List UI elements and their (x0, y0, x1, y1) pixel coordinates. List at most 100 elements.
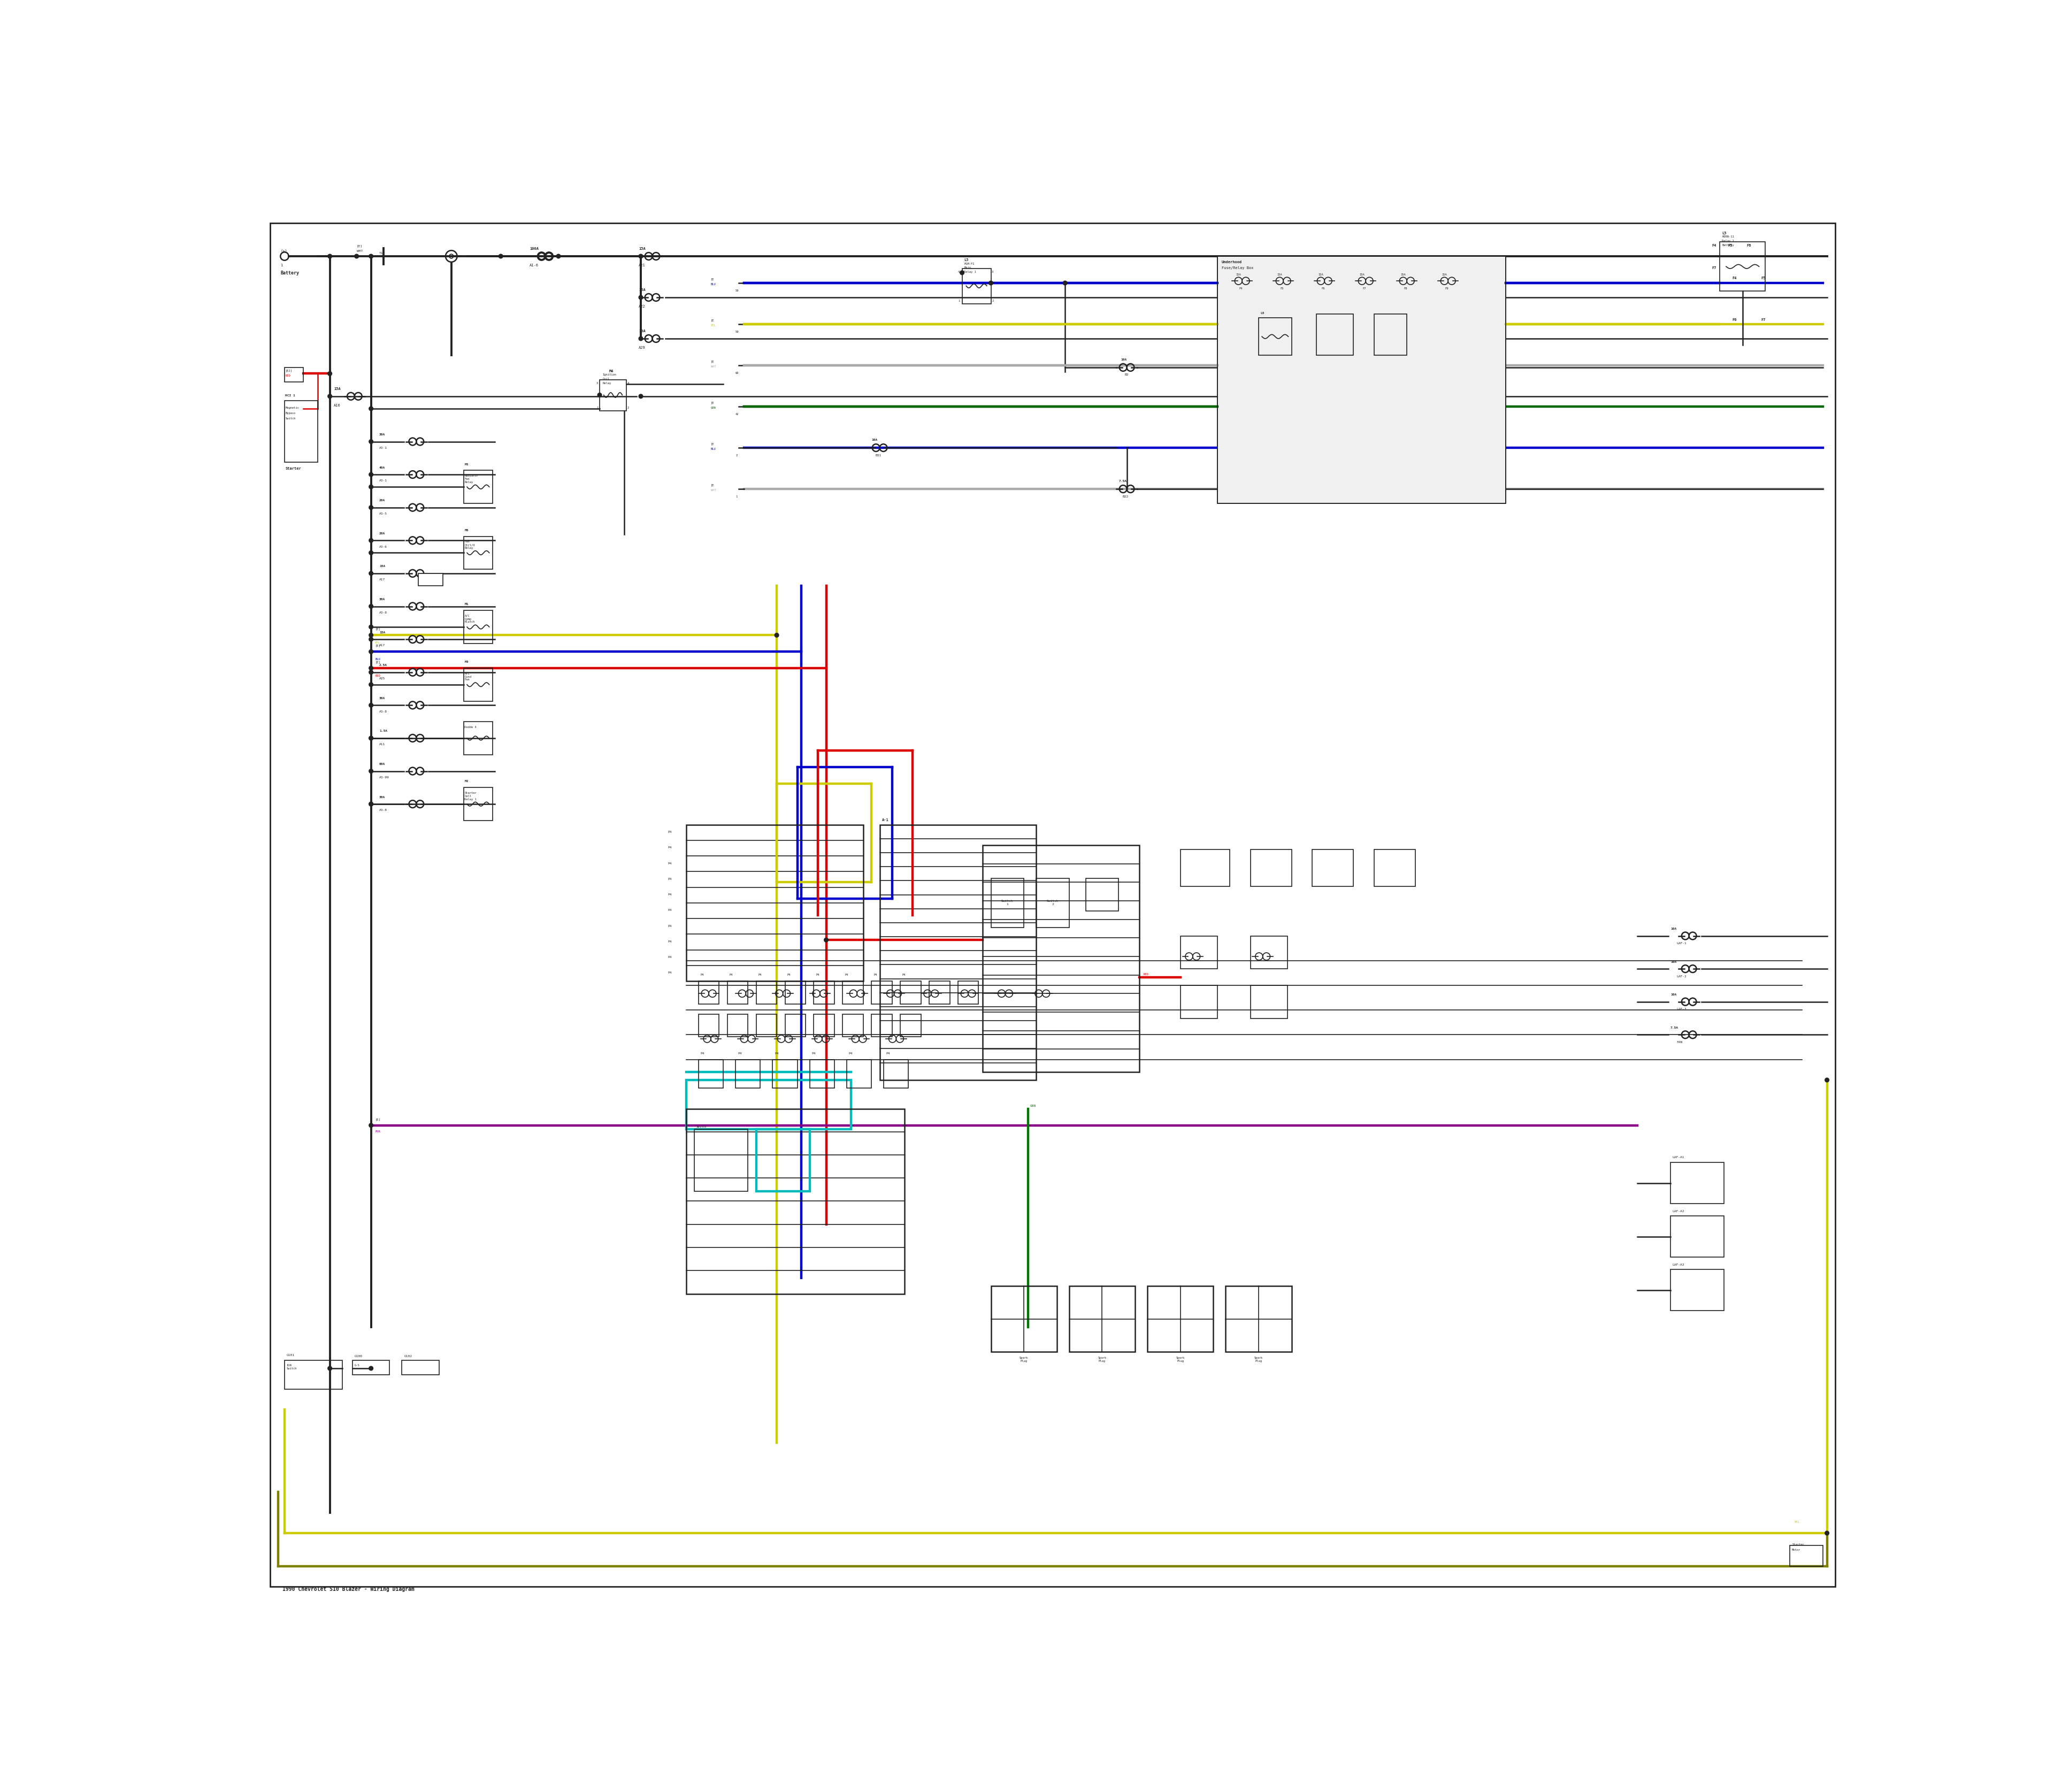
Circle shape (370, 604, 374, 609)
Bar (727, 1014, 748, 1038)
Circle shape (329, 254, 333, 258)
Circle shape (370, 649, 374, 654)
Text: F7: F7 (1362, 287, 1366, 290)
Text: F5: F5 (1760, 276, 1766, 280)
Bar (756, 1014, 776, 1038)
Circle shape (370, 407, 374, 410)
Bar (1317, 314, 1354, 355)
Text: P4: P4 (758, 973, 762, 977)
Text: M4: M4 (608, 369, 614, 373)
Text: FAN: FAN (1676, 1041, 1682, 1043)
Text: YEL: YEL (711, 324, 717, 326)
Text: LAF-3: LAF-3 (1676, 1007, 1686, 1011)
Bar (871, 1014, 891, 1038)
Text: Main: Main (963, 267, 972, 269)
Circle shape (1824, 1530, 1828, 1536)
Text: A25: A25 (380, 677, 386, 679)
Text: A16: A16 (335, 403, 341, 407)
Text: 10A: 10A (1670, 993, 1676, 996)
Circle shape (824, 937, 828, 943)
Bar (464, 668, 493, 701)
Text: M3: M3 (464, 661, 468, 663)
Text: P4: P4 (668, 862, 672, 866)
Bar (1374, 849, 1415, 887)
Text: P4: P4 (668, 878, 672, 880)
Text: Starter: Starter (286, 468, 302, 470)
Bar (900, 1014, 920, 1038)
Text: 15A: 15A (335, 387, 341, 391)
Circle shape (370, 702, 374, 708)
Text: A29: A29 (639, 346, 645, 349)
Text: Spark
Plug: Spark Plug (1177, 1357, 1185, 1362)
Bar (842, 982, 863, 1004)
Text: Relay: Relay (602, 382, 612, 385)
Bar (464, 471, 493, 504)
Bar (686, 1109, 904, 1294)
Bar (286, 367, 304, 382)
Circle shape (370, 439, 374, 444)
Text: P4: P4 (668, 846, 672, 849)
Circle shape (370, 667, 374, 670)
Text: 20A: 20A (380, 500, 386, 502)
Circle shape (1064, 281, 1068, 285)
Bar (727, 982, 748, 1004)
Circle shape (639, 296, 643, 299)
Text: P4: P4 (844, 973, 848, 977)
Text: 1990 Chevrolet S10 Blazer - Wiring Diagram: 1990 Chevrolet S10 Blazer - Wiring Diagr… (283, 1586, 415, 1591)
Bar (694, 1129, 748, 1192)
Bar (879, 824, 1035, 1081)
Text: P4: P4 (668, 909, 672, 912)
Circle shape (370, 486, 374, 489)
Text: 30A: 30A (380, 434, 386, 435)
Text: F4: F4 (1239, 287, 1243, 290)
Text: 30A: 30A (380, 697, 386, 699)
Text: F6: F6 (1321, 287, 1325, 290)
Text: LAF-2: LAF-2 (1676, 975, 1686, 978)
Circle shape (370, 803, 374, 806)
Text: 10A: 10A (871, 439, 877, 441)
Text: HCI 1: HCI 1 (286, 394, 296, 396)
Circle shape (499, 254, 503, 258)
Bar (735, 1059, 760, 1088)
Bar (842, 1014, 863, 1038)
Bar (698, 982, 719, 1004)
Text: GRN: GRN (1029, 1104, 1035, 1107)
Text: 59: 59 (735, 289, 739, 292)
Text: Ignition: Ignition (602, 373, 616, 376)
Text: F9: F9 (1444, 287, 1448, 290)
Circle shape (370, 254, 374, 258)
Text: P4: P4 (885, 1052, 889, 1055)
Text: 10A: 10A (1670, 961, 1676, 964)
Circle shape (557, 254, 561, 258)
Text: Coil: Coil (602, 378, 610, 380)
Text: L5: L5 (1721, 231, 1727, 235)
Text: [E]: [E] (376, 645, 380, 647)
Bar (1670, 1269, 1723, 1310)
Text: P4: P4 (668, 831, 672, 833)
Text: Battery: Battery (1721, 244, 1734, 247)
Text: P4: P4 (815, 973, 820, 977)
Bar (871, 982, 891, 1004)
Text: A3-1: A3-1 (380, 446, 388, 450)
Text: 7.5A: 7.5A (1670, 1027, 1678, 1029)
Bar (1035, 878, 1070, 928)
Text: P4: P4 (902, 973, 906, 977)
Text: [E]: [E] (357, 246, 364, 247)
Text: 15A: 15A (1319, 274, 1323, 276)
Text: A3-8: A3-8 (380, 710, 388, 713)
Text: Fuse/Relay Box: Fuse/Relay Box (1222, 267, 1253, 271)
Text: 59: 59 (735, 330, 739, 333)
Text: 10A: 10A (1121, 358, 1128, 360)
Text: F7: F7 (1760, 317, 1766, 321)
Text: A22: A22 (639, 305, 645, 308)
Bar (785, 982, 805, 1004)
Text: 30A: 30A (380, 796, 386, 799)
Text: P4: P4 (811, 1052, 815, 1055)
Bar (813, 1014, 834, 1038)
Circle shape (329, 1366, 333, 1371)
Bar (785, 1014, 805, 1038)
Text: A11: A11 (380, 744, 386, 745)
Text: 15A: 15A (380, 631, 386, 634)
Bar (286, 400, 318, 462)
Circle shape (598, 392, 602, 398)
